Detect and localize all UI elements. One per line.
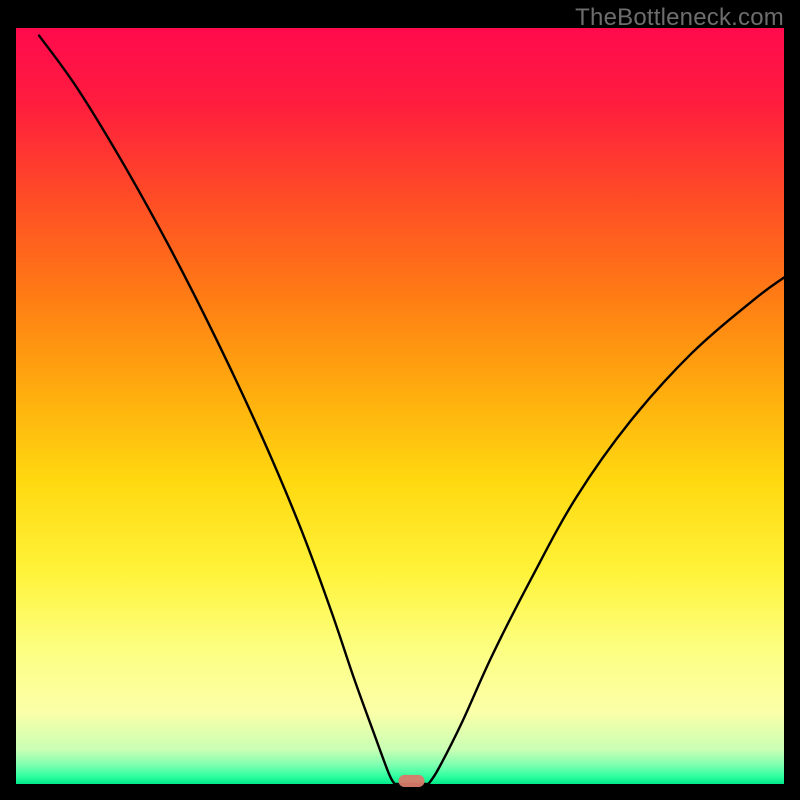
optimal-marker <box>398 775 424 787</box>
plot-background <box>16 28 784 784</box>
chart-frame: TheBottleneck.com <box>0 0 800 800</box>
chart-svg <box>0 0 800 800</box>
watermark-text: TheBottleneck.com <box>575 4 784 32</box>
